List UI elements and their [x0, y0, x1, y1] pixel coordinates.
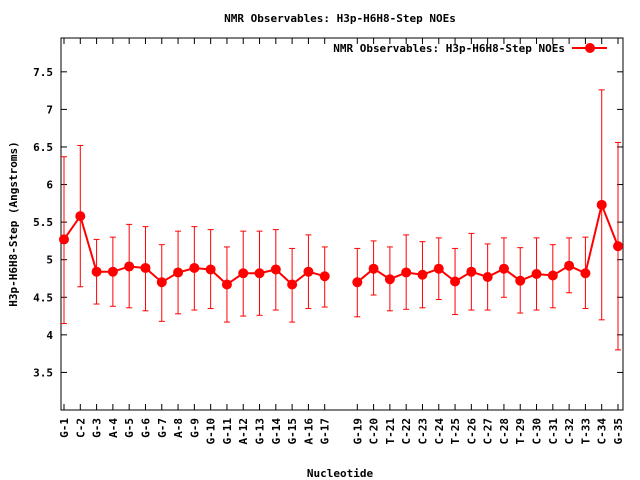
x-tick-label: T-29 [514, 418, 527, 445]
data-point [580, 268, 591, 279]
x-tick-label: C-28 [498, 418, 511, 445]
data-point [482, 271, 493, 282]
x-tick-label: G-6 [139, 418, 152, 438]
data-point [107, 266, 118, 277]
x-tick-label: C-31 [547, 418, 560, 445]
y-tick-label: 7 [46, 103, 53, 116]
data-point [417, 269, 428, 280]
x-tick-label: G-13 [254, 418, 267, 445]
data-point [189, 262, 200, 273]
x-tick-label: A-16 [302, 418, 315, 445]
data-point [238, 268, 249, 279]
x-tick-label: G-14 [270, 418, 283, 445]
x-tick-label: G-15 [286, 418, 299, 445]
y-axis: 3.5 4 4.5 5 5.5 6 6.5 7 7.5 [33, 66, 623, 379]
x-tick-label: T-25 [449, 418, 462, 445]
x-tick-label: G-17 [319, 418, 332, 445]
y-tick-label: 6 [46, 179, 53, 192]
x-tick-label: C-24 [433, 418, 446, 445]
x-tick-label: C-34 [596, 418, 609, 445]
data-point [221, 279, 232, 290]
x-tick-label: A-12 [237, 418, 250, 445]
data-point [368, 263, 379, 274]
data-point [450, 276, 461, 287]
x-tick-label: C-20 [368, 418, 381, 445]
x-tick-label: C-22 [400, 418, 413, 445]
x-tick-label: C-30 [531, 418, 544, 445]
data-point [531, 268, 542, 279]
x-tick-label: A-4 [107, 418, 120, 438]
x-tick-label: T-21 [384, 418, 397, 445]
data-point [564, 260, 575, 271]
data-point [319, 271, 330, 282]
x-tick-label: G-7 [156, 418, 169, 438]
x-tick-label: G-3 [91, 418, 104, 438]
plot-frame [60, 37, 624, 411]
y-axis-label: H3p-H6H8-Step (Angstroms) [7, 141, 20, 307]
y-tick-label: 7.5 [33, 66, 53, 79]
data-point [352, 277, 363, 288]
data-point [91, 266, 102, 277]
data-point [173, 267, 184, 278]
y-tick-label: 4 [46, 329, 53, 342]
x-tick-label: G-9 [188, 418, 201, 438]
x-tick-label: G-11 [221, 418, 234, 445]
x-tick-label: G-19 [351, 418, 364, 445]
data-point [466, 266, 477, 277]
y-tick-label: 6.5 [33, 141, 53, 154]
y-tick-label: 4.5 [33, 291, 53, 304]
y-tick-label: 5 [46, 254, 53, 267]
data-point [254, 268, 265, 279]
data-point [205, 264, 216, 275]
x-tick-label: G-10 [205, 418, 218, 445]
y-tick-label: 5.5 [33, 216, 53, 229]
x-tick-label: G-35 [612, 418, 625, 445]
x-tick-label: C-26 [465, 418, 478, 445]
data-point [401, 267, 412, 278]
data-point [515, 275, 526, 286]
x-tick-label: T-33 [579, 418, 592, 445]
data-point [287, 279, 298, 290]
x-tick-label: G-1 [58, 418, 71, 438]
x-tick-label: C-2 [74, 418, 87, 438]
data-point [270, 264, 281, 275]
data-point [384, 274, 395, 285]
data-point [613, 241, 623, 252]
x-tick-label: C-23 [416, 418, 429, 445]
legend-label: NMR Observables: H3p-H6H8-Step NOEs [333, 42, 565, 55]
data-point [124, 261, 135, 272]
x-tick-label: C-27 [482, 418, 495, 445]
x-axis-label: Nucleotide [307, 467, 374, 480]
y-tick-label: 3.5 [33, 366, 53, 379]
series-points [59, 199, 623, 290]
chart-title: NMR Observables: H3p-H6H8-Step NOEs [224, 12, 456, 25]
data-point [596, 199, 607, 210]
x-axis: G-1 C-2 G-3 A-4 G-5 G-6 G-7 A-8 G-9 G-10 G-11 A-12 G… [58, 38, 625, 445]
legend: NMR Observables: H3p-H6H8-Step NOEs [333, 42, 607, 55]
x-tick-label: A-8 [172, 418, 185, 438]
data-point [433, 263, 444, 274]
data-point [547, 270, 558, 281]
data-point [156, 277, 167, 288]
data-point [75, 211, 86, 222]
x-tick-label: C-32 [563, 418, 576, 445]
data-point [303, 266, 314, 277]
data-point [498, 263, 509, 274]
x-tick-label: G-5 [123, 418, 136, 438]
data-point [140, 262, 151, 273]
data-point [59, 234, 69, 245]
legend-marker [585, 43, 595, 53]
